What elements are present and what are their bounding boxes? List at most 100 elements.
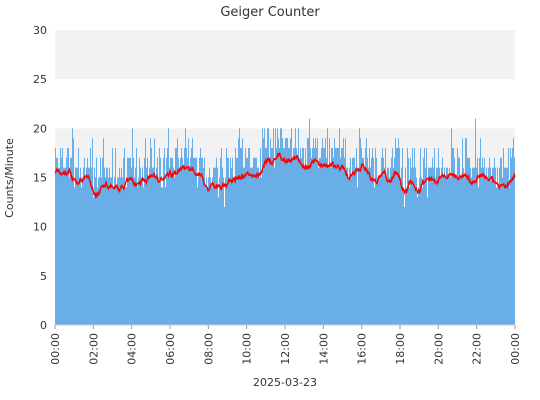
- count-bar: [237, 157, 238, 325]
- count-bar: [253, 157, 254, 325]
- count-bar: [269, 157, 270, 325]
- count-bar: [465, 138, 466, 325]
- count-bar: [244, 167, 245, 325]
- count-bar: [185, 128, 186, 325]
- count-bar: [264, 128, 265, 325]
- count-bar: [245, 148, 246, 325]
- count-bar: [401, 167, 402, 325]
- count-bar: [346, 167, 347, 325]
- count-bar: [129, 157, 130, 325]
- count-bar: [246, 157, 247, 325]
- count-bar: [373, 157, 374, 325]
- count-bar: [205, 187, 206, 325]
- count-bar: [494, 157, 495, 325]
- count-bar: [309, 118, 310, 325]
- grid-band: [55, 30, 515, 80]
- count-bar: [110, 177, 111, 325]
- count-bar: [127, 157, 128, 325]
- count-bar: [435, 177, 436, 325]
- count-bar: [340, 157, 341, 325]
- count-bar: [354, 157, 355, 325]
- count-bar: [220, 157, 221, 325]
- count-bar: [81, 187, 82, 325]
- count-bar: [116, 187, 117, 325]
- count-bar: [99, 177, 100, 325]
- count-bar: [65, 167, 66, 325]
- count-bar: [416, 177, 417, 325]
- count-bar: [223, 177, 224, 325]
- count-bar: [482, 157, 483, 325]
- count-bar: [467, 157, 468, 325]
- count-bar: [500, 157, 501, 325]
- count-bar: [67, 148, 68, 325]
- count-bar: [160, 157, 161, 325]
- count-bar: [66, 157, 67, 325]
- count-bar: [217, 167, 218, 325]
- count-bar: [379, 177, 380, 325]
- count-bar: [293, 148, 294, 325]
- x-tick-label: 04:00: [126, 333, 139, 365]
- count-bar: [152, 167, 153, 325]
- count-bar: [308, 138, 309, 325]
- count-bar: [471, 177, 472, 325]
- count-bar: [165, 187, 166, 325]
- count-bar: [357, 187, 358, 325]
- count-bar: [94, 167, 95, 325]
- count-bar: [115, 148, 116, 325]
- count-bar: [111, 177, 112, 325]
- count-bar: [429, 167, 430, 325]
- count-bar: [119, 167, 120, 325]
- count-bar: [447, 167, 448, 325]
- count-bar: [108, 177, 109, 325]
- count-bar: [472, 167, 473, 325]
- count-bar: [451, 128, 452, 325]
- count-bar: [231, 167, 232, 325]
- count-bar: [215, 167, 216, 325]
- count-bar: [75, 167, 76, 325]
- count-bar: [455, 177, 456, 325]
- count-bar: [279, 148, 280, 325]
- count-bar: [503, 148, 504, 325]
- x-tick-label: 14:00: [317, 333, 330, 365]
- count-bar: [275, 128, 276, 325]
- count-bar: [272, 148, 273, 325]
- count-bar: [280, 128, 281, 325]
- y-tick-label: 10: [33, 221, 47, 234]
- count-bar: [90, 148, 91, 325]
- count-bar: [484, 157, 485, 325]
- count-bar: [170, 157, 171, 325]
- count-bar: [184, 148, 185, 325]
- count-bar: [146, 167, 147, 325]
- count-bar: [173, 167, 174, 325]
- count-bar: [60, 148, 61, 325]
- count-bar: [201, 157, 202, 325]
- count-bar: [61, 157, 62, 325]
- count-bar: [456, 177, 457, 325]
- count-bar: [511, 157, 512, 325]
- count-bar: [218, 197, 219, 325]
- count-bar: [287, 138, 288, 325]
- count-bar: [362, 157, 363, 325]
- count-bar: [202, 157, 203, 325]
- x-tick-label: 06:00: [164, 333, 177, 365]
- count-bar: [368, 167, 369, 325]
- count-bar: [442, 157, 443, 325]
- count-bar: [155, 177, 156, 325]
- count-bar: [192, 138, 193, 325]
- count-bar: [72, 128, 73, 325]
- count-bar: [213, 167, 214, 325]
- count-bar: [242, 138, 243, 325]
- count-bar: [422, 187, 423, 325]
- count-bar: [238, 138, 239, 325]
- x-axis-label: 2025-03-23: [253, 376, 317, 389]
- count-bar: [97, 187, 98, 325]
- count-bar: [383, 157, 384, 325]
- count-bar: [481, 167, 482, 325]
- count-bar: [371, 157, 372, 325]
- count-bar: [477, 157, 478, 325]
- count-bar: [135, 167, 136, 325]
- count-bar: [239, 128, 240, 325]
- count-bar: [347, 167, 348, 325]
- count-bar: [286, 138, 287, 325]
- x-tick-label: 00:00: [509, 333, 522, 365]
